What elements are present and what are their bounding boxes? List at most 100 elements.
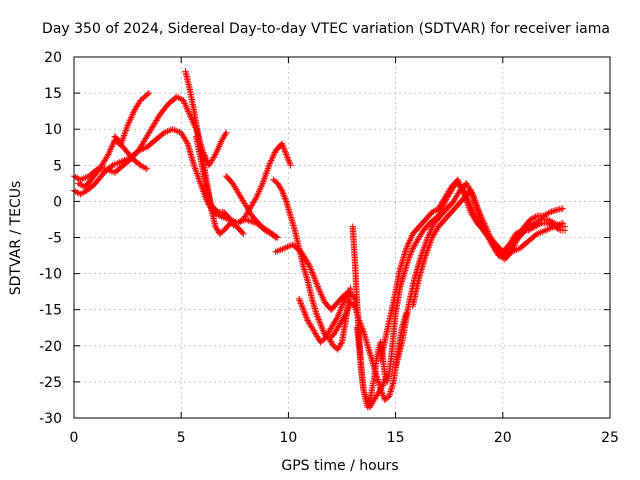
data-point [213,149,220,157]
data-point [316,319,324,326]
data-point [239,229,246,236]
data-point [302,312,310,320]
data-point [173,93,181,100]
data-point [185,108,192,115]
y-axis-label: SDTVAR / TECUs [8,181,24,296]
y-tick-label: -25 [39,375,62,391]
data-point [551,219,558,227]
data-point [277,185,285,193]
data-point [240,230,247,238]
data-point [403,245,410,252]
data-point [547,218,555,225]
data-point [279,188,286,196]
data-point [545,209,552,217]
data-point [404,241,411,249]
data-point [335,312,342,319]
data-point [380,380,387,388]
data-point [533,218,540,226]
data-point [541,211,549,219]
data-point [307,266,315,273]
x-tick-label: 10 [279,430,297,446]
data-point [76,181,84,188]
data-point [188,116,196,123]
data-point [305,261,313,269]
data-point [338,304,345,311]
data-point [280,192,288,199]
data-point [212,151,219,158]
data-point [183,105,191,112]
data-point [407,235,414,242]
data-point [429,223,436,230]
data-point [213,207,220,215]
data-point [184,106,191,114]
data-point [546,217,553,224]
data-point [406,237,414,244]
data-point [269,154,276,161]
data-point [485,234,492,242]
data-point [217,140,224,147]
data-point [559,205,567,212]
x-tick-label: 20 [494,430,512,446]
data-point [255,188,263,195]
data-point [456,179,463,187]
data-point [308,267,315,275]
data-point [296,297,303,304]
y-tick-label: 5 [53,158,62,174]
data-point [286,159,293,166]
data-point [137,162,144,169]
data-point [316,317,323,325]
data-series [111,89,153,147]
data-point [283,152,291,160]
x-tick-label: 5 [177,430,186,446]
data-point [300,306,307,313]
data-point [72,173,79,181]
data-point [279,143,287,150]
x-tick-label: 25 [601,430,619,446]
data-point [125,119,133,126]
data-series [193,133,294,227]
data-point [312,278,320,286]
data-point [254,191,261,198]
data-point [181,100,188,107]
data-point [313,281,321,289]
data-point [214,146,221,153]
data-point [281,195,289,202]
data-point [299,304,306,312]
data-point [303,314,310,321]
data-point [306,263,314,270]
data-point [549,207,557,215]
data-point [264,228,272,236]
data-point [227,216,234,223]
data-point [127,114,135,121]
data-point [286,160,294,167]
data-point [78,190,86,197]
data-point [408,233,415,241]
data-point [310,274,318,281]
data-point [235,218,242,226]
data-point [80,189,87,196]
data-point [257,184,264,192]
data-point [335,310,343,318]
data-point [334,313,341,321]
data-point [318,291,325,298]
data-point [278,187,286,194]
data-point [283,151,290,158]
data-point [408,246,416,254]
data-point [554,221,561,229]
data-point [282,196,289,204]
data-point [317,289,324,297]
y-tick-label: 15 [44,86,62,102]
data-point [528,221,535,229]
data-point [230,218,237,225]
data-point [480,223,487,230]
y-tick-label: -30 [39,411,62,427]
data-point [142,164,149,172]
data-point [278,140,286,147]
data-point [481,226,489,234]
data-point [378,383,386,391]
data-point [287,162,294,169]
data-point [284,154,291,161]
x-axis-label: GPS time / hours [281,458,398,474]
data-point [128,112,136,120]
data-series [223,172,279,241]
